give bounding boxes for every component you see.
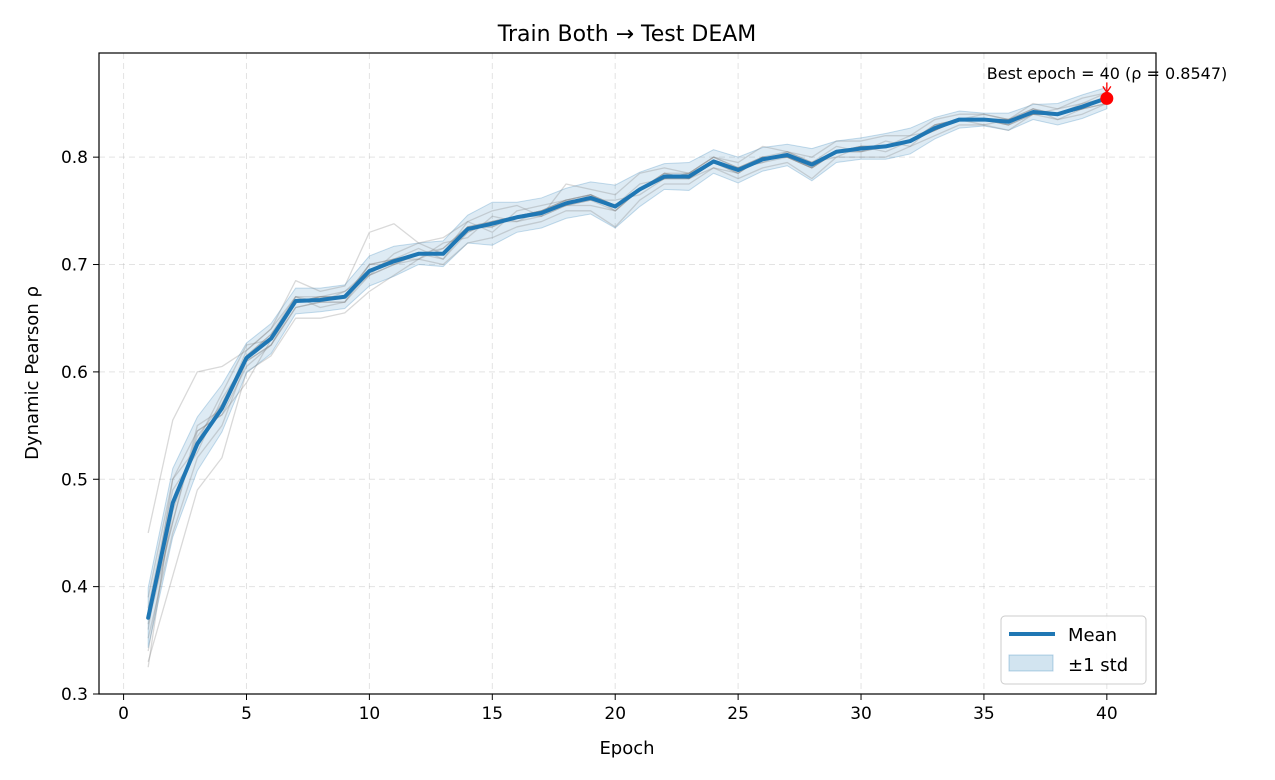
x-tick-label: 10 [359, 704, 381, 724]
x-tick-label: 25 [727, 704, 749, 724]
x-axis-label: Epoch [599, 738, 654, 759]
y-tick-label: 0.7 [61, 256, 88, 276]
y-tick-label: 0.8 [61, 148, 88, 168]
mean-line [146, 96, 1109, 620]
x-tick-label: 15 [481, 704, 503, 724]
y-tick-label: 0.3 [61, 685, 88, 705]
chart-title: Train Both → Test DEAM [497, 22, 757, 47]
x-tick-label: 0 [118, 704, 129, 724]
run-line [147, 102, 1108, 662]
run-line [147, 92, 1107, 534]
y-axis-label: Dynamic Pearson ρ [22, 286, 43, 460]
y-tick-label: 0.6 [61, 363, 88, 383]
y-tick-label: 0.4 [61, 578, 88, 598]
x-tick-label: 5 [241, 704, 252, 724]
x-tick-label: 35 [973, 704, 995, 724]
x-tick-label: 30 [850, 704, 872, 724]
best-epoch-layer [1100, 82, 1114, 105]
x-axis-ticks: 0 5 10 15 20 25 30 35 40 [118, 694, 1118, 724]
legend: Mean ±1 std [1000, 615, 1147, 685]
best-epoch-marker [1100, 91, 1114, 105]
x-tick-label: 40 [1096, 704, 1118, 724]
y-axis-ticks: 0.3 0.4 0.5 0.6 0.7 0.8 [61, 148, 99, 705]
x-tick-label: 20 [604, 704, 626, 724]
legend-band-label: ±1 std [1068, 655, 1128, 676]
legend-mean-label: Mean [1068, 625, 1117, 646]
y-tick-label: 0.5 [61, 470, 88, 490]
plot-frame [98, 52, 1157, 695]
best-epoch-annotation: Best epoch = 40 (ρ = 0.8547) [987, 64, 1227, 83]
mean-line-layer [146, 96, 1109, 620]
legend-band-swatch [1008, 654, 1054, 672]
